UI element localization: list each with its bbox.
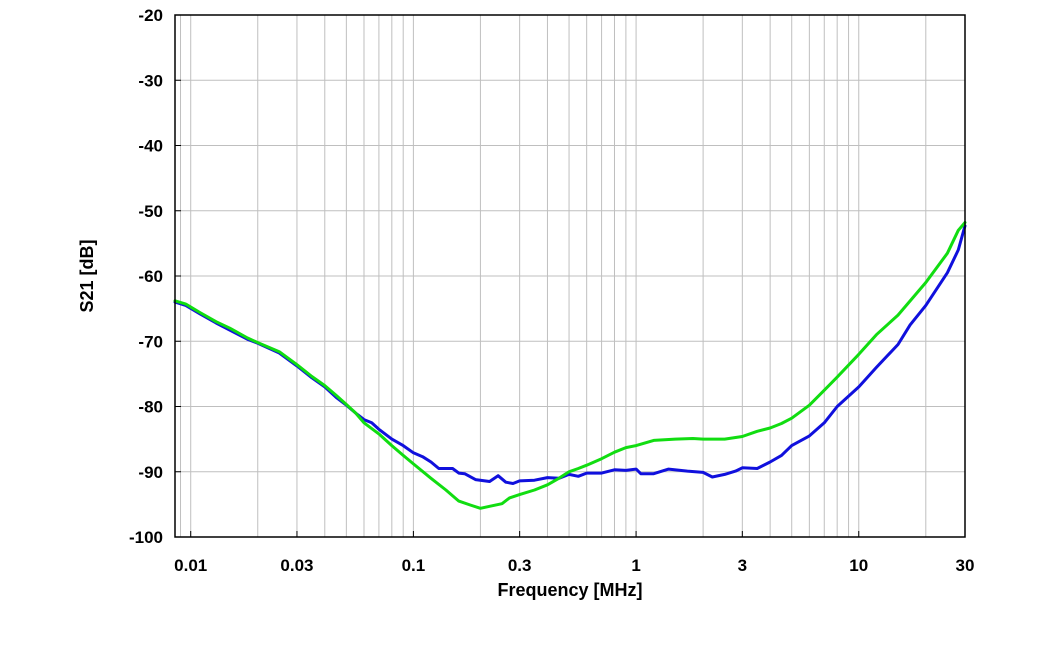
y-tick-label: -90 xyxy=(138,463,163,482)
y-tick-label: -30 xyxy=(138,71,163,90)
x-tick-label: 0.03 xyxy=(280,556,313,575)
y-tick-label: -100 xyxy=(129,528,163,547)
x-tick-label: 0.1 xyxy=(402,556,426,575)
x-tick-label: 3 xyxy=(738,556,747,575)
y-tick-label: -60 xyxy=(138,267,163,286)
y-axis-title: S21 [dB] xyxy=(77,239,97,312)
grid-lines xyxy=(175,14,966,538)
y-tick-label: -40 xyxy=(138,137,163,156)
x-tick-label: 30 xyxy=(956,556,975,575)
x-tick-label: 1 xyxy=(631,556,640,575)
series-layer xyxy=(173,221,967,510)
y-tick-label: -50 xyxy=(138,202,163,221)
series-line-2 xyxy=(173,221,967,510)
x-tick-label: 0.01 xyxy=(174,556,207,575)
x-tick-label: 10 xyxy=(849,556,868,575)
y-tick-label: -80 xyxy=(138,398,163,417)
y-tick-label: -70 xyxy=(138,332,163,351)
x-tick-labels: 0.01 0.03 0.1 0.3 1 3 10 30 xyxy=(174,531,974,575)
x-axis-title: Frequency [MHz] xyxy=(497,580,642,600)
x-tick-label: 0.3 xyxy=(508,556,532,575)
y-tick-label: -20 xyxy=(138,6,163,25)
y-tick-labels: -20 -30 -40 -50 -60 -70 -80 -90 -100 xyxy=(129,6,181,547)
series-line-1 xyxy=(173,224,967,485)
